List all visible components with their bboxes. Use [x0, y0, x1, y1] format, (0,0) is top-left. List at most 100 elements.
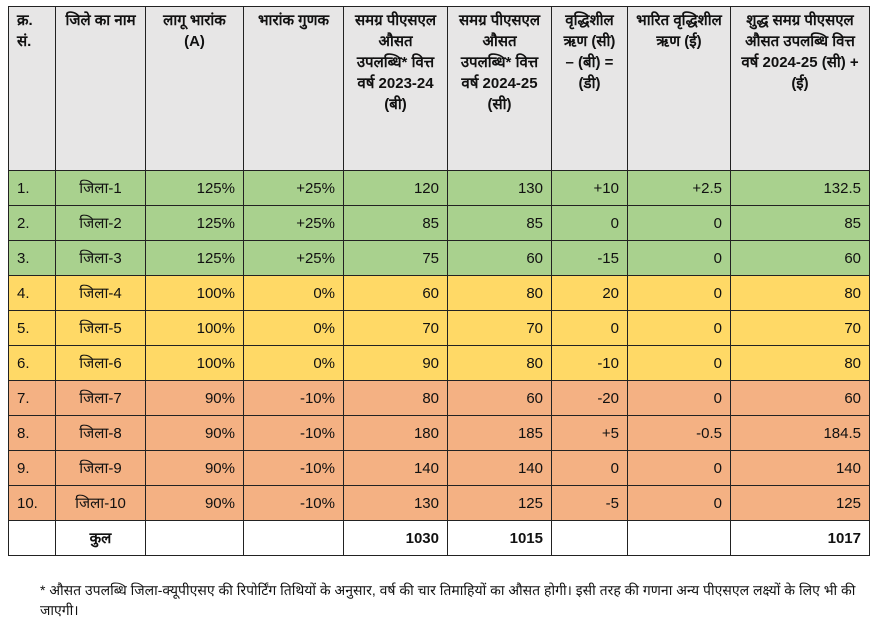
table-cell: +10: [551, 170, 628, 206]
table-cell: 70: [447, 310, 552, 346]
table-cell: जिला-3: [55, 240, 146, 276]
table-cell: 0: [627, 205, 731, 241]
table-row: 1. जिला-1 125% +25% 120 130 +10 +2.5 132.5: [8, 170, 870, 206]
column-header: समग्र पीएसएल औसत उपलब्धि* वित्त वर्ष 202…: [343, 6, 448, 171]
table-cell: 185: [447, 415, 552, 451]
table-cell: 70: [343, 310, 448, 346]
empty-cell: [551, 520, 628, 556]
table-cell: -15: [551, 240, 628, 276]
table-cell: जिला-10: [55, 485, 146, 521]
table-cell: 0: [627, 450, 731, 486]
total-cell: कुल: [55, 520, 146, 556]
table-cell: 132.5: [730, 170, 870, 206]
table-cell: जिला-4: [55, 275, 146, 311]
table-cell: 3.: [8, 240, 56, 276]
table-row: 8. जिला-8 90% -10% 180 185 +5 -0.5 184.5: [8, 415, 870, 451]
table-cell: 125: [447, 485, 552, 521]
empty-cell: [145, 520, 244, 556]
table-cell: जिला-8: [55, 415, 146, 451]
column-header: जिले का नाम: [55, 6, 146, 171]
table-cell: -10%: [243, 380, 344, 416]
column-header: वृद्धिशील ऋण (सी) – (बी) = (डी): [551, 6, 628, 171]
table-cell: 125%: [145, 205, 244, 241]
table-cell: 90%: [145, 450, 244, 486]
total-row: कुल 1030 1015 1017: [8, 520, 870, 556]
footnote: * औसत उपलब्धि जिला-क्यूपीएसए की रिपोर्टि…: [40, 582, 856, 618]
table-cell: 60: [730, 380, 870, 416]
table-cell: 180: [343, 415, 448, 451]
table-cell: 85: [343, 205, 448, 241]
table-cell: 140: [447, 450, 552, 486]
empty-cell: [243, 520, 344, 556]
table-cell: 125: [730, 485, 870, 521]
table-cell: 0: [627, 240, 731, 276]
table-cell: +5: [551, 415, 628, 451]
table-cell: 20: [551, 275, 628, 311]
column-header: क्र. सं.: [8, 6, 56, 171]
table-cell: -10%: [243, 450, 344, 486]
table-cell: 60: [447, 380, 552, 416]
table-cell: 100%: [145, 345, 244, 381]
table-cell: 75: [343, 240, 448, 276]
table-cell: 0: [551, 450, 628, 486]
table-cell: 140: [343, 450, 448, 486]
table-cell: 0: [551, 205, 628, 241]
table-cell: 5.: [8, 310, 56, 346]
table-cell: 125%: [145, 170, 244, 206]
table-cell: -10: [551, 345, 628, 381]
table-cell: -0.5: [627, 415, 731, 451]
table-cell: 90%: [145, 485, 244, 521]
table-cell: -10%: [243, 415, 344, 451]
table-cell: 0%: [243, 275, 344, 311]
table-cell: जिला-6: [55, 345, 146, 381]
table-row: 9. जिला-9 90% -10% 140 140 0 0 140: [8, 450, 870, 486]
table-cell: जिला-2: [55, 205, 146, 241]
table-cell: 85: [447, 205, 552, 241]
total-cell: 1017: [730, 520, 870, 556]
table-cell: 1.: [8, 170, 56, 206]
table-cell: -5: [551, 485, 628, 521]
table-cell: 80: [447, 275, 552, 311]
table-cell: 2.: [8, 205, 56, 241]
column-header: भारांक गुणक: [243, 6, 344, 171]
table-cell: 0: [551, 310, 628, 346]
empty-cell: [627, 520, 731, 556]
table-cell: 60: [447, 240, 552, 276]
table-cell: -20: [551, 380, 628, 416]
table-row: 10. जिला-10 90% -10% 130 125 -5 0 125: [8, 485, 870, 521]
table-cell: 70: [730, 310, 870, 346]
table-cell: 4.: [8, 275, 56, 311]
table-row: 7. जिला-7 90% -10% 80 60 -20 0 60: [8, 380, 870, 416]
table-row: 5. जिला-5 100% 0% 70 70 0 0 70: [8, 310, 870, 346]
table-cell: 184.5: [730, 415, 870, 451]
table-cell: 10.: [8, 485, 56, 521]
table-row: 6. जिला-6 100% 0% 90 80 -10 0 80: [8, 345, 870, 381]
table-cell: 100%: [145, 275, 244, 311]
table-cell: 120: [343, 170, 448, 206]
column-header: समग्र पीएसएल औसत उपलब्धि* वित्त वर्ष 202…: [447, 6, 552, 171]
table-cell: 0: [627, 485, 731, 521]
table-cell: 130: [447, 170, 552, 206]
total-cell: 1030: [343, 520, 448, 556]
table-cell: जिला-1: [55, 170, 146, 206]
table-cell: 130: [343, 485, 448, 521]
table-cell: 7.: [8, 380, 56, 416]
header-row: क्र. सं. जिले का नाम लागू भारांक (A) भारांक…: [8, 6, 870, 171]
table-cell: 0: [627, 310, 731, 346]
table-cell: 0%: [243, 345, 344, 381]
table-cell: जिला-9: [55, 450, 146, 486]
table-row: 4. जिला-4 100% 0% 60 80 20 0 80: [8, 275, 870, 311]
table-cell: 60: [730, 240, 870, 276]
table-cell: +25%: [243, 205, 344, 241]
table-cell: जिला-7: [55, 380, 146, 416]
table-cell: 100%: [145, 310, 244, 346]
table-cell: 80: [730, 345, 870, 381]
table-cell: 6.: [8, 345, 56, 381]
district-weightage-table: क्र. सं. जिले का नाम लागू भारांक (A) भारांक…: [8, 6, 870, 556]
table-cell: 90%: [145, 415, 244, 451]
table-cell: 0: [627, 345, 731, 381]
table-cell: 80: [447, 345, 552, 381]
table-cell: 90: [343, 345, 448, 381]
table-cell: +25%: [243, 240, 344, 276]
table-cell: जिला-5: [55, 310, 146, 346]
